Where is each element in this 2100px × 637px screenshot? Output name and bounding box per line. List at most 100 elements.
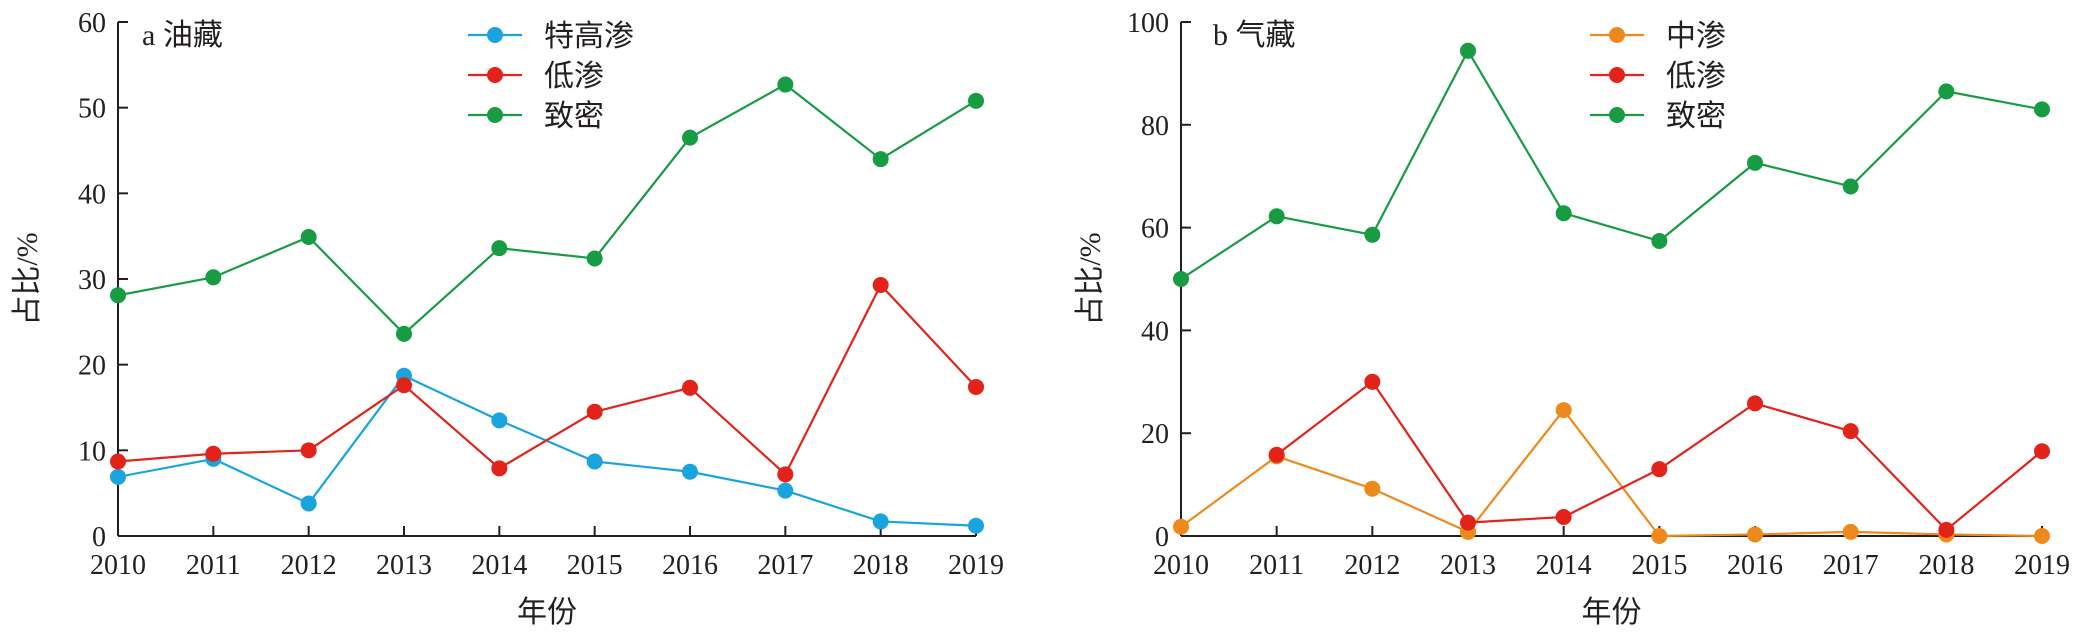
panel-label: b 气藏: [1213, 19, 1296, 52]
legend-marker: [1609, 67, 1625, 83]
data-point: [1555, 205, 1572, 222]
y-tick-label: 20: [1141, 419, 1169, 450]
legend-label: 致密: [1666, 100, 1726, 133]
chart-panel-a: 0 10 20 30 40 50 60 2010 2011 2012 2013 2014 2015 201…: [11, 8, 1004, 629]
data-point: [1364, 480, 1381, 497]
data-point: [300, 229, 317, 246]
x-tick-label: 2013: [376, 550, 432, 581]
legend-marker: [1609, 27, 1625, 43]
data-point: [586, 453, 603, 470]
data-point: [491, 412, 508, 429]
data-point: [1651, 461, 1668, 478]
data-point: [1747, 526, 1763, 543]
panel-label: a 油藏: [142, 19, 223, 52]
x-tick-label: 2012: [281, 550, 337, 581]
series-line: [1180, 49, 2043, 280]
data-point: [777, 76, 794, 93]
data-point: [872, 276, 889, 293]
data-point: [1938, 83, 1955, 100]
data-point: [777, 466, 794, 483]
data-point: [1555, 402, 1572, 419]
x-tick-label: 2011: [1249, 550, 1304, 581]
x-tick-label: 2018: [1918, 550, 1974, 581]
data-point: [1842, 178, 1859, 195]
y-axis-title: 占比/%: [11, 232, 44, 325]
data-point: [491, 460, 508, 477]
data-point: [1747, 154, 1763, 171]
y-tick-label: 60: [1141, 214, 1169, 245]
legend-marker: [487, 67, 503, 83]
data-point: [300, 495, 317, 512]
data-point: [682, 379, 698, 396]
series-1: [110, 276, 984, 483]
y-tick-label: 40: [1141, 316, 1169, 347]
legend-marker: [487, 107, 503, 123]
legend-label: 低渗: [1666, 60, 1726, 93]
series-line: [1275, 380, 2043, 531]
data-point: [968, 517, 984, 534]
legend-item: 特高渗: [468, 20, 634, 53]
x-tick-label: 2017: [757, 550, 813, 581]
legend-item: 低渗: [1590, 60, 1726, 93]
data-point: [205, 445, 222, 462]
y-tick-label: 100: [1127, 8, 1169, 39]
x-tick-label: 2018: [853, 550, 909, 581]
y-axis-title: 占比/%: [1074, 232, 1107, 325]
x-tick-label: 2012: [1344, 550, 1400, 581]
data-point: [872, 513, 889, 530]
data-point: [1938, 521, 1955, 538]
x-tick-label: 2014: [1536, 550, 1592, 581]
data-point: [396, 377, 412, 394]
series-line: [117, 83, 977, 335]
x-tick-label: 2016: [1727, 550, 1783, 581]
chart-panel-b: 0 20 40 60 80 100 2010 2011 2012 2013 2014 2015 2016…: [1074, 8, 2070, 629]
x-tick-label: 2010: [90, 550, 146, 581]
data-point: [110, 453, 126, 470]
data-point: [1747, 395, 1763, 412]
legend-marker: [1609, 107, 1625, 123]
series-line: [1180, 408, 2043, 538]
x-tick-label: 2019: [2014, 550, 2070, 581]
data-point: [396, 325, 412, 342]
y-tick-label: 0: [1155, 522, 1169, 553]
y-tick-label: 60: [78, 8, 106, 39]
x-tick-label: 2013: [1440, 550, 1496, 581]
series-2: [110, 76, 984, 342]
y-tick-label: 40: [78, 179, 106, 210]
data-point: [1173, 271, 1189, 287]
x-tick-label: 2019: [948, 550, 1004, 581]
x-tick-label: 2010: [1153, 550, 1209, 581]
x-tick-label: 2015: [1631, 550, 1687, 581]
y-tick-label: 50: [78, 94, 106, 125]
data-point: [682, 129, 698, 146]
legend-label: 低渗: [544, 60, 604, 93]
series-line: [117, 283, 977, 476]
y-tick-label: 10: [78, 436, 106, 467]
data-point: [586, 250, 603, 267]
x-tick-label: 2011: [186, 550, 241, 581]
data-point: [1268, 446, 1285, 463]
data-point: [1842, 523, 1859, 540]
series-2: [1173, 42, 2050, 287]
x-axis-title: 年份: [1582, 596, 1642, 629]
x-tick-label: 2017: [1823, 550, 1879, 581]
data-point: [110, 468, 126, 485]
data-point: [205, 269, 222, 286]
data-point: [2034, 443, 2050, 460]
legend-label: 特高渗: [544, 20, 634, 53]
legend-item: 低渗: [468, 60, 604, 93]
legend-item: 致密: [468, 100, 604, 133]
data-point: [110, 287, 126, 304]
data-point: [1651, 528, 1668, 544]
series-line: [117, 374, 977, 527]
legend-marker: [487, 27, 503, 43]
data-point: [968, 378, 984, 395]
data-point: [682, 463, 698, 480]
legend-label: 致密: [544, 100, 604, 133]
data-point: [1173, 518, 1189, 535]
data-point: [1555, 508, 1572, 525]
y-tick-label: 20: [78, 351, 106, 382]
data-point: [1842, 423, 1859, 440]
data-point: [872, 151, 889, 168]
